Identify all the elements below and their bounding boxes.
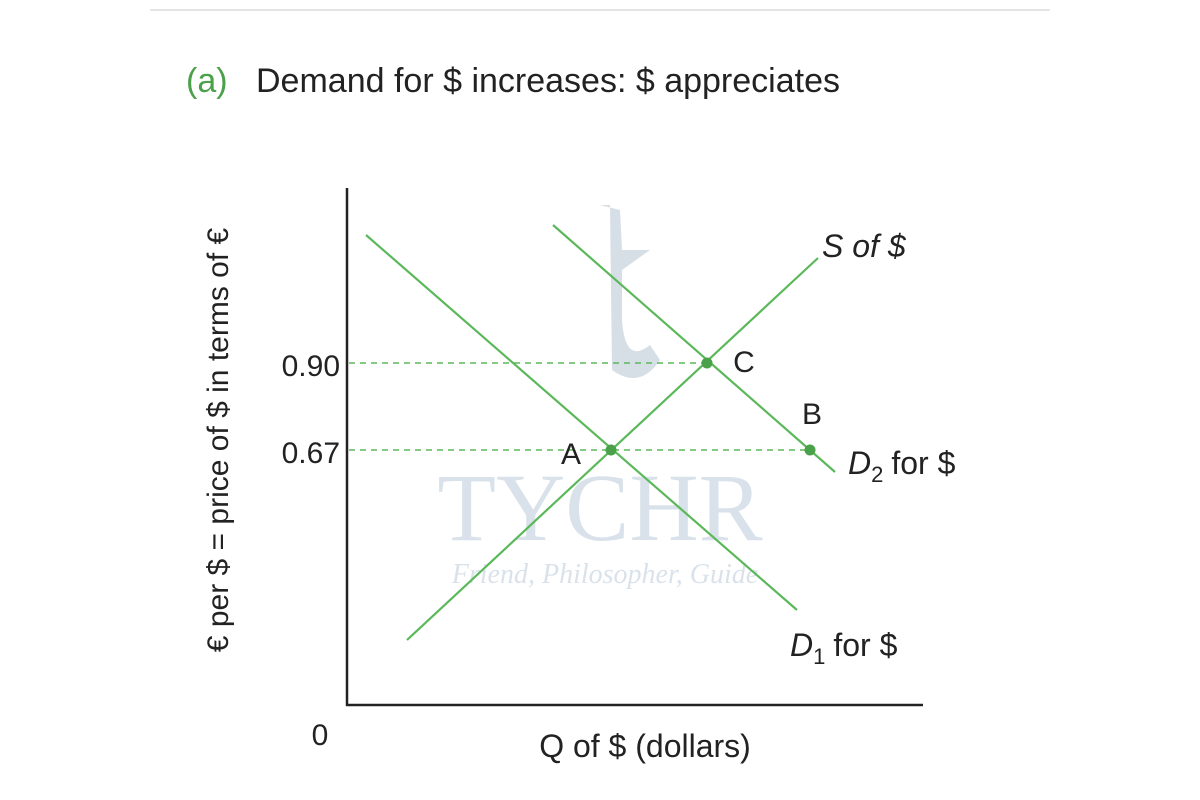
panel-label: (a) — [186, 62, 228, 100]
point-label: A — [561, 438, 581, 471]
curve-label: D2 for $ — [848, 445, 956, 487]
title: Demand for $ increases: $ appreciates — [256, 62, 840, 100]
demand-curve-1 — [365, 234, 798, 611]
point-marker — [605, 444, 617, 456]
point-label: C — [733, 346, 755, 379]
tick-label: 0.90 — [282, 350, 340, 383]
curve-letter: D — [790, 627, 813, 663]
curve-rest: for $ — [891, 445, 955, 481]
curve-label: D1 for $ — [790, 627, 898, 669]
watermark-brand: TYCHR — [437, 454, 762, 561]
origin-label: 0 — [312, 719, 329, 752]
x-axis-label: Q of $ (dollars) — [539, 728, 751, 764]
point-marker — [701, 357, 713, 369]
y-axis-label: € per $ = price of $ in terms of € — [202, 228, 235, 653]
tick-label: 0.67 — [282, 437, 340, 470]
curve-subscript: 1 — [813, 644, 825, 669]
curve-label: S of $ — [822, 228, 907, 264]
curve-letter: D — [848, 445, 871, 481]
demand-curve-2 — [552, 224, 836, 473]
point-label: B — [802, 398, 822, 431]
watermark: TYCHR Friend, Philosopher, Guide — [437, 205, 763, 590]
curve-rest: for $ — [833, 627, 897, 663]
watermark-logo — [600, 205, 660, 378]
curve-subscript: 2 — [871, 462, 883, 487]
watermark-tagline: Friend, Philosopher, Guide — [451, 559, 758, 590]
point-marker — [804, 444, 816, 456]
